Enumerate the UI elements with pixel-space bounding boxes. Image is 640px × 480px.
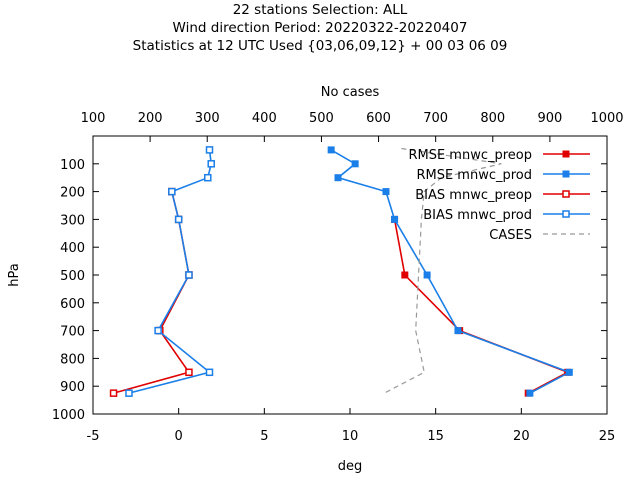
data-point (382, 188, 390, 196)
data-point (391, 215, 399, 223)
data-point (174, 215, 183, 224)
data-point (565, 368, 573, 376)
y-tick-label: 600 (60, 297, 85, 312)
x-tick-label: 25 (599, 429, 616, 444)
series-0 (391, 215, 572, 397)
data-point (401, 271, 409, 279)
data-point (204, 173, 212, 182)
data-point (334, 174, 342, 182)
chart-title-line-3: Statistics at 12 UTC Used {03,06,09,12} … (132, 38, 508, 54)
series-1 (327, 146, 573, 397)
data-point (125, 389, 133, 397)
y-tick-label: 900 (60, 380, 85, 395)
x-axis-label: deg (338, 459, 363, 474)
series-4 (383, 147, 502, 394)
legend-label: BIAS mnwc_preop (415, 188, 532, 203)
x-tick-label: 10 (342, 429, 359, 444)
data-point (351, 160, 359, 168)
x2-tick-label: 800 (480, 111, 505, 126)
y-tick-label: 700 (60, 325, 85, 340)
legend-marker (562, 190, 570, 198)
y-tick-label: 400 (60, 241, 85, 256)
x2-tick-label: 900 (537, 111, 562, 126)
x-tick-label: -5 (87, 429, 100, 444)
y-tick-label: 100 (60, 158, 85, 173)
y-tick-label: 1000 (52, 408, 85, 423)
legend-label: CASES (489, 228, 532, 243)
x-tick-label: 20 (513, 429, 530, 444)
data-point (327, 146, 335, 154)
x2-tick-label: 400 (252, 111, 277, 126)
legend-marker (562, 210, 570, 218)
legend-item: BIAS mnwc_preop (415, 188, 590, 203)
chart-title-line-1: 22 stations Selection: ALL (232, 2, 408, 18)
x-tick-label: 0 (175, 429, 183, 444)
series-line (330, 149, 572, 394)
x2-tick-label: 1000 (590, 111, 623, 126)
data-point (207, 160, 215, 168)
legend-label: RMSE mnwc_prod (416, 168, 532, 183)
x2-axis-label: No cases (321, 85, 380, 100)
data-point (154, 326, 162, 335)
data-point (423, 271, 431, 279)
x2-tick-label: 500 (309, 111, 334, 126)
series-layer (109, 146, 573, 397)
series-line (128, 149, 213, 394)
x2-tick-label: 200 (138, 111, 163, 126)
legend-item: CASES (489, 228, 590, 243)
legend-item: RMSE mnwc_prod (416, 168, 590, 183)
series-3 (125, 146, 215, 397)
legend-item: RMSE mnwc_preop (408, 148, 590, 163)
legend-marker (562, 170, 570, 178)
data-point (454, 327, 462, 335)
x-tick-label: 5 (260, 429, 268, 444)
axis-ticks: -5 0 5 10 15 20 25 100 200 300 400 500 600 700 800 900 1… (52, 111, 624, 444)
x2-tick-label: 600 (366, 111, 391, 126)
x2-tick-label: 700 (423, 111, 448, 126)
data-point (109, 389, 118, 397)
x2-tick-label: 100 (81, 111, 106, 126)
data-point (205, 146, 214, 154)
legend: RMSE mnwc_preop RMSE mnwc_prod BIAS mnwc_p… (408, 148, 590, 243)
series-line (383, 147, 502, 394)
data-point (168, 187, 176, 196)
data-point (205, 368, 214, 377)
y-tick-label: 800 (60, 352, 85, 367)
y-tick-label: 200 (60, 186, 85, 201)
y-tick-label: 500 (60, 269, 85, 284)
data-point (185, 368, 193, 377)
x2-tick-label: 300 (195, 111, 220, 126)
legend-label: RMSE mnwc_preop (408, 148, 532, 163)
y-tick-label: 300 (60, 213, 85, 228)
legend-label: BIAS mnwc_prod (423, 208, 532, 223)
data-point (185, 271, 193, 279)
legend-item: BIAS mnwc_prod (423, 208, 590, 223)
x-tick-label: 15 (427, 429, 444, 444)
legend-marker (562, 150, 570, 158)
chart-title-line-2: Wind direction Period: 20220322-20220407 (172, 20, 468, 36)
data-point (526, 389, 534, 397)
y-axis-label: hPa (7, 263, 22, 286)
